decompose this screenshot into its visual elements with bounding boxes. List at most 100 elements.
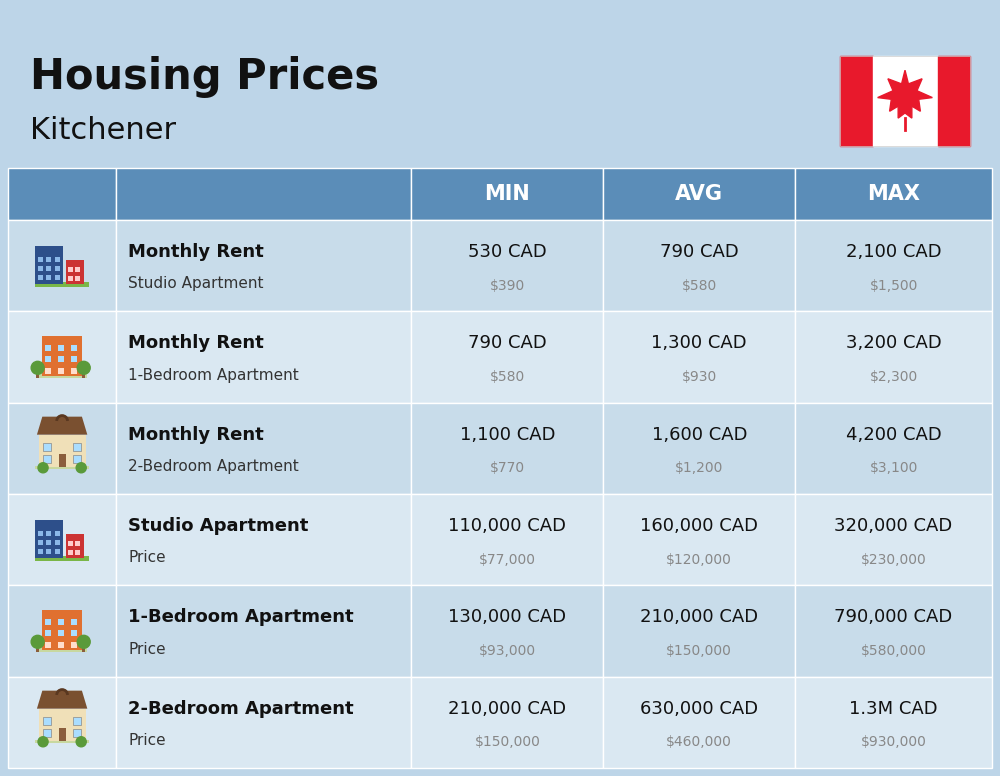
FancyBboxPatch shape	[38, 532, 43, 536]
FancyBboxPatch shape	[116, 494, 411, 585]
FancyBboxPatch shape	[795, 677, 992, 768]
Text: MAX: MAX	[867, 184, 920, 204]
FancyBboxPatch shape	[116, 403, 411, 494]
Text: 790 CAD: 790 CAD	[660, 243, 739, 261]
Text: Studio Apartment: Studio Apartment	[128, 517, 309, 535]
Text: 320,000 CAD: 320,000 CAD	[834, 517, 953, 535]
FancyBboxPatch shape	[68, 276, 73, 281]
Text: MIN: MIN	[485, 184, 530, 204]
FancyBboxPatch shape	[71, 356, 77, 362]
FancyBboxPatch shape	[411, 585, 603, 677]
Text: 1,300 CAD: 1,300 CAD	[651, 334, 747, 352]
FancyBboxPatch shape	[43, 717, 51, 725]
Polygon shape	[37, 691, 87, 708]
Text: 630,000 CAD: 630,000 CAD	[640, 700, 758, 718]
Circle shape	[77, 362, 90, 374]
FancyBboxPatch shape	[36, 371, 39, 378]
Text: $1,200: $1,200	[675, 462, 723, 476]
FancyBboxPatch shape	[66, 260, 84, 284]
FancyBboxPatch shape	[35, 520, 63, 558]
FancyBboxPatch shape	[75, 550, 80, 555]
FancyBboxPatch shape	[68, 268, 73, 272]
FancyBboxPatch shape	[59, 729, 66, 741]
FancyBboxPatch shape	[411, 220, 603, 311]
Text: $93,000: $93,000	[479, 644, 536, 658]
Text: 160,000 CAD: 160,000 CAD	[640, 517, 758, 535]
FancyBboxPatch shape	[75, 542, 80, 546]
FancyBboxPatch shape	[603, 585, 795, 677]
FancyBboxPatch shape	[71, 368, 77, 373]
FancyBboxPatch shape	[66, 534, 84, 558]
FancyBboxPatch shape	[795, 168, 992, 220]
FancyBboxPatch shape	[42, 610, 82, 650]
FancyBboxPatch shape	[8, 585, 116, 677]
Text: 110,000 CAD: 110,000 CAD	[448, 517, 566, 535]
FancyBboxPatch shape	[795, 311, 992, 403]
Text: Monthly Rent: Monthly Rent	[128, 425, 264, 444]
FancyBboxPatch shape	[795, 585, 992, 677]
FancyBboxPatch shape	[55, 275, 60, 280]
FancyBboxPatch shape	[71, 345, 77, 351]
Text: 790 CAD: 790 CAD	[468, 334, 547, 352]
FancyBboxPatch shape	[35, 556, 89, 560]
FancyBboxPatch shape	[411, 311, 603, 403]
FancyBboxPatch shape	[38, 266, 43, 271]
FancyBboxPatch shape	[603, 403, 795, 494]
Text: $3,100: $3,100	[869, 462, 918, 476]
Text: 1.3M CAD: 1.3M CAD	[849, 700, 938, 718]
FancyBboxPatch shape	[37, 648, 87, 652]
FancyBboxPatch shape	[82, 645, 85, 652]
Text: AVG: AVG	[675, 184, 723, 204]
FancyBboxPatch shape	[73, 443, 81, 451]
FancyBboxPatch shape	[603, 677, 795, 768]
Text: $77,000: $77,000	[479, 553, 536, 566]
Text: 1,100 CAD: 1,100 CAD	[460, 425, 555, 444]
Circle shape	[31, 636, 44, 648]
Text: Price: Price	[128, 550, 166, 566]
Text: $120,000: $120,000	[666, 553, 732, 566]
FancyBboxPatch shape	[73, 729, 81, 736]
Text: $580: $580	[490, 370, 525, 384]
FancyBboxPatch shape	[42, 336, 82, 376]
Text: $930,000: $930,000	[861, 736, 927, 750]
FancyBboxPatch shape	[39, 435, 86, 467]
FancyBboxPatch shape	[55, 532, 60, 536]
Text: 1-Bedroom Apartment: 1-Bedroom Apartment	[128, 368, 299, 383]
FancyBboxPatch shape	[73, 455, 81, 462]
Text: 790,000 CAD: 790,000 CAD	[834, 608, 953, 626]
FancyBboxPatch shape	[116, 220, 411, 311]
FancyBboxPatch shape	[71, 630, 77, 636]
FancyBboxPatch shape	[116, 311, 411, 403]
FancyBboxPatch shape	[46, 549, 51, 554]
FancyBboxPatch shape	[38, 540, 43, 545]
Text: $230,000: $230,000	[861, 553, 926, 566]
Bar	[938, 56, 970, 146]
FancyBboxPatch shape	[411, 677, 603, 768]
FancyBboxPatch shape	[55, 258, 60, 262]
FancyBboxPatch shape	[46, 275, 51, 280]
Text: 3,200 CAD: 3,200 CAD	[846, 334, 941, 352]
FancyBboxPatch shape	[45, 345, 51, 351]
FancyBboxPatch shape	[45, 630, 51, 636]
FancyBboxPatch shape	[58, 345, 64, 351]
Text: $580,000: $580,000	[861, 644, 927, 658]
FancyBboxPatch shape	[37, 374, 87, 378]
Text: 2,100 CAD: 2,100 CAD	[846, 243, 941, 261]
Text: Monthly Rent: Monthly Rent	[128, 243, 264, 261]
Text: 130,000 CAD: 130,000 CAD	[448, 608, 566, 626]
FancyBboxPatch shape	[411, 403, 603, 494]
FancyBboxPatch shape	[46, 540, 51, 545]
Text: $150,000: $150,000	[474, 736, 540, 750]
FancyBboxPatch shape	[58, 618, 64, 625]
Text: $460,000: $460,000	[666, 736, 732, 750]
FancyBboxPatch shape	[603, 311, 795, 403]
FancyBboxPatch shape	[116, 168, 411, 220]
Text: Kitchener: Kitchener	[30, 116, 176, 145]
Text: Studio Apartment: Studio Apartment	[128, 276, 264, 292]
FancyBboxPatch shape	[603, 220, 795, 311]
Text: 210,000 CAD: 210,000 CAD	[640, 608, 758, 626]
FancyBboxPatch shape	[116, 677, 411, 768]
FancyBboxPatch shape	[38, 275, 43, 280]
FancyBboxPatch shape	[411, 168, 603, 220]
Text: 2-Bedroom Apartment: 2-Bedroom Apartment	[128, 459, 299, 474]
